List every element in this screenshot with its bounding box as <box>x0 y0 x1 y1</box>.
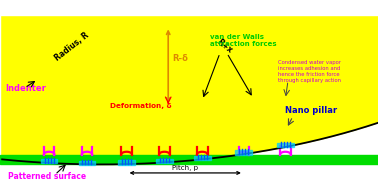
Bar <box>235 150 252 155</box>
Text: R-δ: R-δ <box>173 54 189 63</box>
Bar <box>79 160 95 165</box>
Bar <box>118 160 135 164</box>
Text: Nano pillar: Nano pillar <box>285 106 338 115</box>
Text: van der Walls
attraction forces: van der Walls attraction forces <box>210 34 276 47</box>
Bar <box>0 0 378 15</box>
Bar <box>41 159 57 163</box>
Bar <box>156 159 173 163</box>
Bar <box>0 155 378 164</box>
Text: R+x: R+x <box>215 37 234 55</box>
Text: Deformation, δ: Deformation, δ <box>110 103 171 109</box>
Text: Condensed water vapor
increases adhesion and
hence the friction force
through ca: Condensed water vapor increases adhesion… <box>278 60 341 83</box>
Bar <box>194 156 211 160</box>
Text: Pitch, p: Pitch, p <box>172 166 198 171</box>
Text: Indenter: Indenter <box>6 84 46 93</box>
Text: Radius, R: Radius, R <box>53 30 90 63</box>
Circle shape <box>0 0 378 164</box>
Text: Patterned surface: Patterned surface <box>8 172 86 181</box>
Bar <box>277 143 294 147</box>
